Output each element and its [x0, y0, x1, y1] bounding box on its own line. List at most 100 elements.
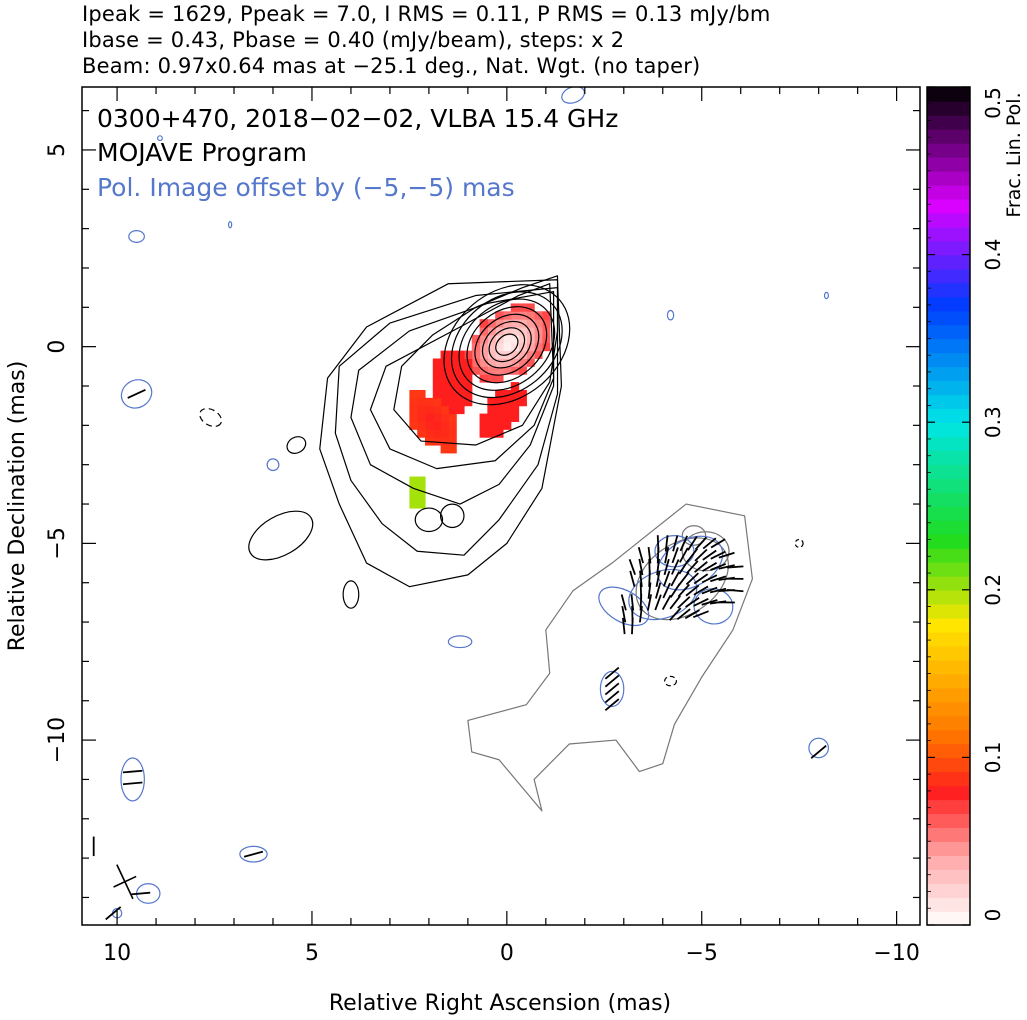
evpa-tick	[669, 595, 681, 610]
frac-pol-pixel	[495, 366, 504, 375]
frac-pol-pixel	[518, 334, 527, 344]
evpa-tick	[810, 744, 827, 759]
frac-pol-pixel	[409, 492, 418, 501]
frac-pol-pixel	[417, 492, 426, 501]
evpa-tick	[130, 891, 151, 896]
colorbar-step	[927, 645, 970, 661]
frac-pol-pixel	[440, 382, 449, 391]
colorbar-tick-label: 0.2	[981, 574, 1005, 606]
colorbar-step	[927, 240, 970, 256]
colorbar	[927, 87, 970, 926]
evpa-tick	[701, 599, 718, 606]
frac-pol-pixel	[495, 358, 504, 367]
frac-pol-pixel	[424, 405, 434, 415]
pol-contour	[666, 309, 675, 321]
frac-pol-pixel	[502, 358, 512, 367]
header-line-beam: Beam: 0.97x0.64 mas at −25.1 deg., Nat. …	[82, 54, 701, 78]
frac-pol-pixel	[432, 374, 442, 383]
frac-pol-pixel	[534, 311, 543, 320]
evpa-tick	[694, 548, 708, 562]
frac-pol-pixel	[502, 389, 512, 399]
frac-pol-pixel	[432, 413, 442, 422]
evpa-tick	[727, 588, 744, 593]
colorbar-step	[927, 156, 970, 172]
colorbar-step	[927, 799, 970, 815]
colorbar-step	[927, 324, 970, 340]
evpa-tick	[685, 572, 699, 586]
negative-contour	[664, 675, 677, 687]
evpa-tick	[638, 558, 644, 576]
core-contour	[443, 284, 571, 406]
x-tick-label: 10	[103, 941, 131, 966]
colorbar-step	[927, 198, 970, 214]
colorbar-step	[927, 687, 970, 703]
pol-contour	[120, 757, 145, 802]
frac-pol-pixel	[456, 382, 465, 391]
evpa-tick	[670, 571, 680, 587]
frac-pol-pixel	[526, 358, 535, 367]
frac-pol-pixel	[510, 342, 520, 352]
evpa-tick	[656, 546, 660, 564]
colorbar-step	[927, 100, 970, 116]
colorbar-step	[927, 114, 970, 130]
frac-pol-pixel	[510, 319, 520, 328]
frac-pol-pixel	[518, 366, 527, 375]
evpa-tick	[243, 850, 264, 858]
colorbar-step	[927, 589, 970, 605]
evpa-tick	[678, 571, 690, 586]
evpa-tick	[647, 594, 653, 611]
jet-contour	[319, 279, 563, 588]
frac-pol-pixel	[518, 350, 527, 360]
colorbar-step	[927, 184, 970, 200]
map-contents	[92, 87, 830, 921]
negative-contour	[794, 538, 804, 548]
frac-pol-pixel	[479, 358, 488, 367]
colorbar-step	[927, 310, 970, 326]
jet-contour	[393, 275, 559, 446]
colorbar-step	[927, 701, 970, 717]
negative-contour	[199, 407, 223, 428]
colorbar-step	[927, 352, 970, 368]
colorbar-step	[927, 394, 970, 410]
offset-i-contour	[467, 503, 753, 812]
frac-pol-pixel	[417, 484, 426, 493]
frac-pol-pixel	[495, 311, 504, 320]
colorbar-step	[927, 673, 970, 689]
frac-pol-pixel	[424, 413, 434, 422]
frac-pol-pixel	[495, 342, 504, 352]
colorbar-step	[927, 869, 970, 884]
offset-i-inner	[681, 525, 707, 546]
evpa-tick	[604, 698, 620, 712]
frac-pol-pixel	[463, 397, 473, 407]
source-annotation: 0300+470, 2018−02−02, VLBA 15.4 GHz	[97, 104, 618, 133]
frac-pol-pixel	[440, 445, 449, 454]
evpa-tick	[676, 608, 691, 621]
frac-pol-pixel	[541, 319, 551, 328]
frac-pol-pixel	[463, 374, 473, 383]
evpa-tick	[685, 584, 700, 597]
frac-pol-pixel	[526, 319, 535, 328]
y-axis-label: Relative Declination (mas)	[5, 361, 30, 652]
frac-pol-pixel	[502, 366, 512, 375]
frac-pol-pixel	[526, 327, 535, 336]
axis-ticks	[82, 87, 920, 925]
evpa-tick	[604, 690, 620, 704]
colorbar-step	[927, 492, 970, 507]
evpa-tick	[677, 596, 691, 609]
colorbar-step	[927, 87, 970, 102]
frac-pol-pixel	[440, 413, 449, 422]
pol-contour	[598, 586, 650, 627]
evpa-tick	[639, 594, 643, 611]
frac-pol-pixel	[448, 382, 457, 391]
pol-contour	[120, 379, 153, 409]
evpa-tick	[647, 582, 652, 599]
evpa-tick	[710, 575, 727, 583]
frac-pol-pixel	[510, 311, 520, 320]
jet-contour	[369, 283, 555, 470]
frac-pol-pixel	[479, 327, 488, 336]
axis-tick-labels: 10 5 0 −5 −10 5 0 −5 −10	[45, 143, 920, 966]
colorbar-step	[927, 883, 970, 898]
x-tick-label: −10	[873, 941, 919, 966]
evpa-tick	[654, 582, 662, 599]
frac-pol-pixel	[495, 374, 504, 383]
